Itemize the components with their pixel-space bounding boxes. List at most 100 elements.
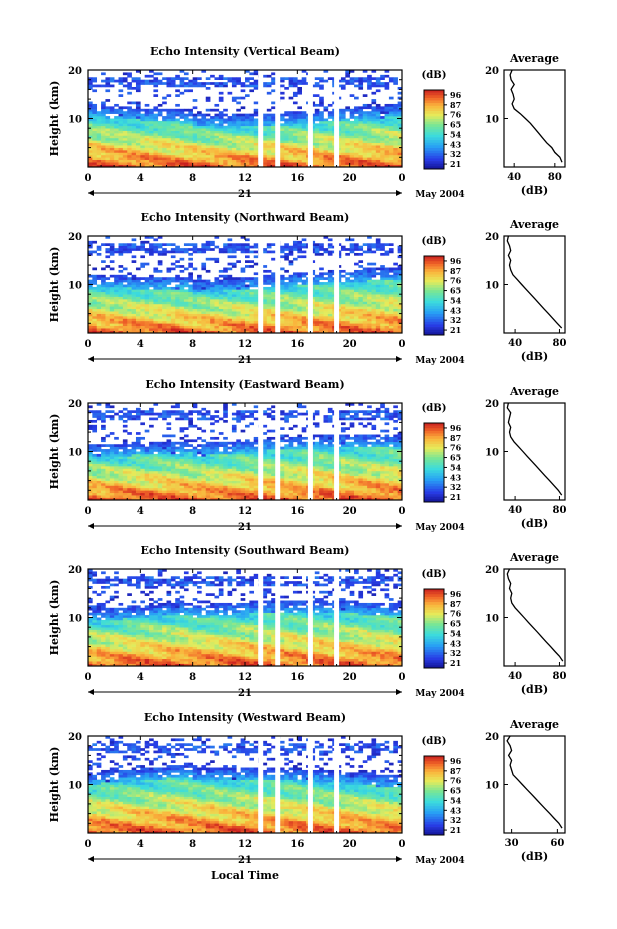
heatmap-cell: [153, 77, 159, 80]
heatmap-cell: [279, 495, 285, 498]
heatmap-cell: [127, 111, 132, 114]
heatmap-cell: [271, 140, 276, 144]
heatmap-cell: [380, 299, 385, 302]
heatmap-cell: [183, 323, 189, 327]
heatmap-cell: [358, 157, 364, 161]
heatmap-cell: [105, 480, 111, 484]
heatmap-cell: [223, 323, 228, 327]
heatmap-cell: [314, 299, 320, 302]
heatmap-cell: [170, 316, 176, 319]
heatmap-cell: [92, 497, 98, 501]
heatmap-cell: [253, 140, 259, 144]
heatmap-cell: [96, 289, 102, 293]
colorbar-tick-label: 76: [450, 276, 462, 286]
colorbar-swatch: [424, 258, 444, 262]
heatmap-cell: [253, 120, 259, 124]
heatmap-cell: [297, 318, 302, 322]
heatmap-cell: [375, 135, 381, 139]
heatmap-cell: [266, 133, 272, 136]
heatmap-cell: [149, 245, 154, 249]
heatmap-cell: [231, 116, 237, 119]
heatmap-cell: [384, 82, 390, 85]
heatmap-cell: [127, 123, 132, 127]
heatmap-cell: [144, 306, 150, 310]
heatmap-cell: [122, 286, 128, 290]
heatmap-cell: [236, 284, 241, 288]
heatmap-cell: [122, 316, 128, 319]
heatmap-cell: [109, 123, 115, 127]
heatmap-cell: [249, 492, 255, 496]
heatmap-cell: [88, 128, 93, 131]
heatmap-cell: [354, 296, 359, 300]
heatmap-cell: [362, 490, 368, 494]
heatmap-cell: [245, 289, 250, 293]
heatmap-cell: [162, 325, 167, 329]
heatmap-cell: [253, 316, 259, 319]
heatmap-cell: [236, 154, 241, 158]
heatmap-cell: [345, 248, 350, 251]
data-gap: [307, 236, 313, 333]
heatmap-cell: [288, 260, 294, 263]
heatmap-cell: [96, 130, 102, 134]
heatmap-cell: [122, 483, 128, 486]
heatmap-cell: [393, 157, 398, 161]
heatmap-cell: [340, 118, 346, 122]
heatmap-cell: [297, 497, 302, 501]
heatmap-cell: [249, 303, 255, 307]
heatmap-cell: [340, 164, 346, 168]
heatmap-cell: [266, 150, 272, 153]
heatmap-cell: [135, 277, 141, 280]
heatmap-cell: [114, 492, 119, 496]
heatmap-cell: [262, 483, 268, 486]
heatmap-cell: [297, 111, 302, 114]
heatmap-cell: [183, 248, 189, 251]
heatmap-cell: [292, 135, 298, 139]
heatmap-cell: [118, 301, 124, 305]
heatmap-cell: [127, 272, 132, 276]
heatmap-cell: [240, 277, 246, 280]
heatmap-cell: [284, 487, 289, 491]
heatmap-cell: [214, 301, 220, 305]
heatmap-cell: [292, 279, 298, 283]
heatmap-cell: [367, 497, 372, 501]
heatmap-cell: [240, 84, 246, 88]
heatmap-cell: [371, 492, 377, 496]
heatmap-cell: [384, 164, 390, 168]
heatmap-cell: [131, 490, 137, 494]
heatmap-cell: [118, 306, 124, 310]
heatmap-cell: [109, 125, 115, 129]
heatmap-cell: [175, 495, 180, 498]
heatmap-cell: [166, 154, 172, 158]
heatmap-cell: [367, 135, 372, 139]
heatmap-cell: [388, 289, 394, 293]
colorbar-swatch: [424, 271, 444, 275]
heatmap-cell: [101, 113, 106, 117]
heatmap-cell: [393, 301, 398, 305]
heatmap-cell: [201, 120, 207, 124]
heatmap-cell: [323, 323, 329, 327]
heatmap-cell: [96, 325, 102, 329]
heatmap-cell: [197, 113, 202, 117]
heatmap-cell: [201, 84, 207, 88]
heatmap-cell: [227, 164, 233, 168]
heatmap-cell: [105, 289, 111, 293]
heatmap-cell: [236, 140, 241, 144]
colorbar-swatch: [424, 306, 444, 309]
heatmap-cell: [166, 157, 172, 161]
heatmap-cell: [131, 245, 137, 249]
heatmap-cell: [266, 303, 272, 307]
panel-title: Echo Intensity (Vertical Beam): [150, 45, 340, 58]
panel-title: Echo Intensity (Northward Beam): [141, 211, 350, 224]
heatmap-cell: [327, 135, 333, 139]
colorbar-tick-label: 87: [450, 266, 461, 276]
heatmap-cell: [131, 296, 137, 300]
heatmap-cell: [393, 330, 398, 334]
heatmap-cell: [297, 145, 302, 148]
heatmap-cell: [175, 492, 180, 496]
heatmap-cell: [284, 323, 289, 327]
heatmap-cell: [183, 108, 189, 112]
heatmap-cell: [284, 150, 289, 153]
heatmap-cell: [240, 323, 246, 327]
heatmap-cell: [157, 72, 163, 76]
heatmap-cell: [262, 325, 268, 329]
